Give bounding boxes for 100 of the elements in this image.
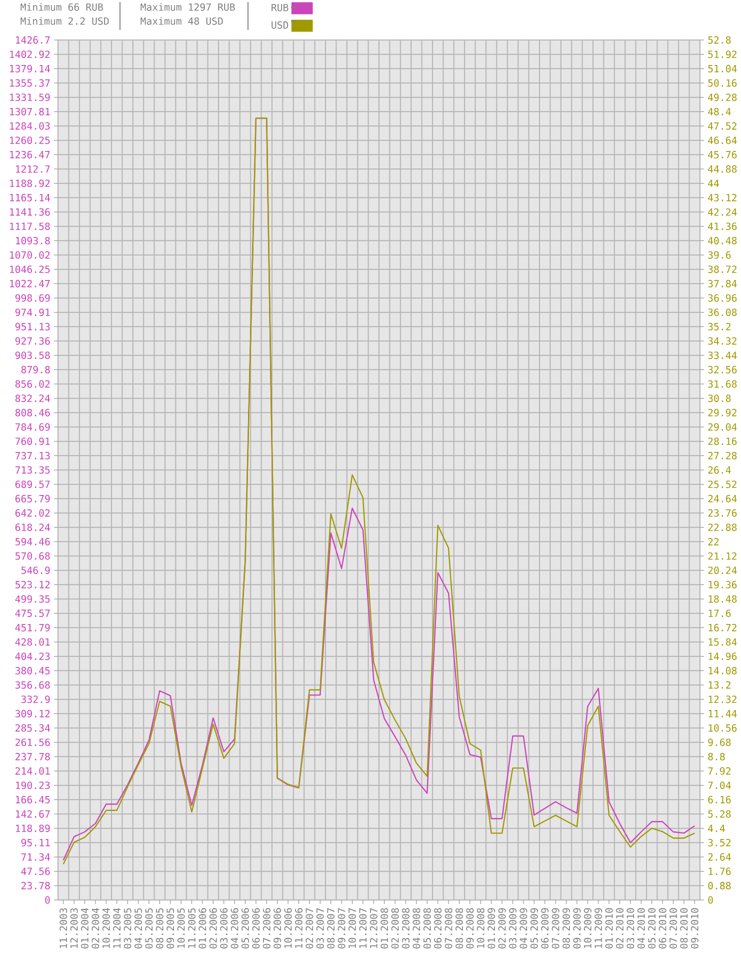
y2-tick-label: 0 <box>708 896 714 904</box>
y-tick-label: 523.12 <box>16 580 50 588</box>
y2-tick-label: 1.76 <box>708 868 731 876</box>
y2-tick-label: 0.88 <box>708 882 731 890</box>
y-tick-label: 0 <box>45 896 50 904</box>
x-tick-label: 10.2009 <box>584 908 592 948</box>
y2-tick-label: 11.44 <box>708 710 738 718</box>
y2-tick-label: 21.12 <box>708 552 737 560</box>
y-tick-label: 332.9 <box>22 696 50 704</box>
x-tick-label: 02.2004 <box>92 908 100 948</box>
text: Maximum 1297 RUB <box>140 3 236 11</box>
y-tick-label: 1260.25 <box>10 136 50 144</box>
x-tick-label: 11.2005 <box>188 908 196 948</box>
y2-tick-label: 19.36 <box>708 580 737 588</box>
y2-tick-label: 29.92 <box>708 408 737 416</box>
y-tick-label: 618.24 <box>16 524 50 532</box>
x-tick-label: 03.2009 <box>509 908 517 948</box>
y2-tick-label: 48.4 <box>708 108 732 116</box>
x-tick-label: 05.2006 <box>242 908 250 948</box>
y2-tick-label: 28.16 <box>708 438 737 446</box>
y2-tick-label: 13.2 <box>708 681 731 689</box>
y2-tick-label: 20.24 <box>708 566 738 574</box>
y-tick-label: 927.36 <box>16 337 50 345</box>
x-tick-label: 06.2008 <box>434 908 442 948</box>
y2-tick-label: 34.32 <box>708 337 737 345</box>
y-tick-label: 1141.36 <box>10 208 50 216</box>
x-tick-label: 10.2005 <box>178 908 186 948</box>
y-tick-label: 23.78 <box>22 882 50 890</box>
y2-tick-label: 49.28 <box>708 94 737 102</box>
y-tick-label: 546.9 <box>22 566 50 574</box>
y2-tick-label: 39.6 <box>708 251 731 259</box>
y2-tick-label: 18.48 <box>708 595 737 603</box>
y2-tick-label: 46.64 <box>708 136 738 144</box>
x-tick-label: 02.2007 <box>306 908 314 948</box>
x-tick-label: 05.2005 <box>145 908 153 948</box>
legend-label: USD <box>272 21 288 29</box>
y2-tick-label: 51.04 <box>708 64 738 72</box>
y2-tick-label: 30.8 <box>708 394 731 402</box>
y-tick-label: 856.02 <box>16 380 50 388</box>
y2-tick-label: 22.88 <box>708 524 737 532</box>
y-tick-label: 451.79 <box>16 624 50 632</box>
y-tick-label: 760.91 <box>16 438 50 446</box>
y2-tick-label: 26.4 <box>708 466 732 474</box>
text: Minimum 66 RUB <box>20 3 104 11</box>
y-tick-label: 903.58 <box>16 352 50 360</box>
x-tick-label: 01.2010 <box>606 908 614 948</box>
y-tick-label: 642.02 <box>16 509 50 517</box>
y-tick-label: 570.68 <box>16 552 50 560</box>
y-tick-label: 594.46 <box>16 538 50 546</box>
y-tick-label: 1331.59 <box>10 94 50 102</box>
x-tick-label: 11.2007 <box>359 908 367 948</box>
y-tick-label: 1355.37 <box>10 79 50 87</box>
y-tick-label: 951.13 <box>16 322 50 330</box>
y2-tick-label: 41.36 <box>708 222 737 230</box>
x-tick-label: 07.2010 <box>670 908 678 948</box>
x-tick-label: 03.2006 <box>220 908 228 948</box>
x-tick-label: 12.2003 <box>70 908 78 948</box>
y2-tick-label: 44 <box>708 180 720 187</box>
y-tick-label: 475.57 <box>16 610 50 617</box>
x-tick-label: 03.2007 <box>316 908 324 948</box>
y2-tick-label: 24.64 <box>708 494 738 502</box>
x-tick-label: 07.2006 <box>263 908 271 948</box>
y-tick-label: 1188.92 <box>10 180 50 188</box>
y-tick-label: 1379.14 <box>10 64 50 72</box>
x-tick-label: 01.2006 <box>198 908 206 948</box>
y2-tick-label: 47.52 <box>708 122 737 130</box>
x-tick-label: 10.2008 <box>477 908 485 948</box>
x-tick-label: 07.2008 <box>445 908 453 948</box>
x-tick-label: 08.2010 <box>680 908 688 948</box>
x-tick-label: 02.2008 <box>392 908 400 948</box>
x-tick-label: 04.2005 <box>134 908 142 948</box>
x-tick-label: 06.2006 <box>252 908 260 948</box>
y2-tick-label: 42.24 <box>708 208 738 216</box>
x-tick-label: 03.2010 <box>626 908 634 948</box>
y2-tick-label: 29.04 <box>708 423 738 431</box>
x-tick-label: 11.2004 <box>113 908 121 948</box>
x-tick-label: 08.2009 <box>562 908 570 948</box>
y-tick-label: 784.69 <box>16 423 50 431</box>
y-tick-label: 1022.47 <box>10 280 50 288</box>
x-tick-label: 09.2007 <box>338 908 346 948</box>
y-tick-label: 380.45 <box>16 666 50 674</box>
x-tick-label: 05.2009 <box>530 908 538 948</box>
x-tick-label: 11.2006 <box>295 908 303 948</box>
x-tick-label: 01.2009 <box>488 908 496 948</box>
y2-tick-label: 16.72 <box>708 624 737 632</box>
x-tick-label: 04.2008 <box>412 908 420 948</box>
y2-tick-label: 25.52 <box>708 480 737 488</box>
text: Minimum 2.2 USD <box>20 17 109 25</box>
y-tick-label: 309.12 <box>16 710 50 718</box>
y-tick-label: 737.13 <box>16 452 50 460</box>
y-tick-label: 1284.03 <box>10 122 50 130</box>
y-tick-label: 998.69 <box>16 294 50 302</box>
y2-tick-label: 51.92 <box>708 50 737 58</box>
x-tick-label: 10.2007 <box>348 908 356 948</box>
y2-tick-label: 38.72 <box>708 266 737 274</box>
y-tick-label: 166.45 <box>16 796 50 804</box>
y-tick-label: 404.23 <box>16 652 50 660</box>
x-tick-label: 05.2008 <box>424 908 432 948</box>
y2-tick-label: 37.84 <box>708 280 738 288</box>
y2-tick-label: 2.64 <box>708 853 732 861</box>
